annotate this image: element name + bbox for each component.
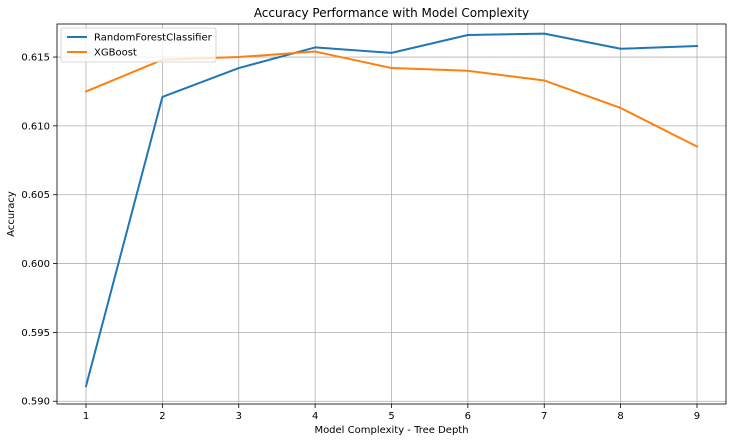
x-tick-label: 4 xyxy=(312,411,318,422)
y-axis-ticks: 0.590 0.595 0.600 0.605 0.610 0.615 xyxy=(21,53,57,408)
y-tick-label: 0.605 xyxy=(21,190,50,201)
legend-label-xgboost: XGBoost xyxy=(94,48,137,59)
y-axis-label: Accuracy xyxy=(6,191,17,237)
x-tick-label: 6 xyxy=(465,411,471,422)
x-axis-ticks: 1 2 3 4 5 6 7 8 9 xyxy=(83,404,700,422)
x-tick-label: 2 xyxy=(159,411,165,422)
y-tick-label: 0.615 xyxy=(21,53,50,64)
chart-title: Accuracy Performance with Model Complexi… xyxy=(254,6,529,20)
legend-label-randomforestclassifier: RandomForestClassifier xyxy=(94,33,213,44)
grid-lines xyxy=(57,24,726,404)
y-tick-label: 0.600 xyxy=(21,259,50,270)
x-tick-label: 9 xyxy=(694,411,700,422)
series-line-randomforestclassifier xyxy=(84,32,699,388)
legend-box xyxy=(60,27,217,63)
x-tick-label: 8 xyxy=(617,411,623,422)
x-tick-label: 5 xyxy=(388,411,394,422)
x-tick-label: 1 xyxy=(83,411,89,422)
x-tick-label: 7 xyxy=(541,411,547,422)
legend: RandomForestClassifier XGBoost xyxy=(60,27,217,63)
x-tick-label: 3 xyxy=(236,411,242,422)
y-tick-label: 0.590 xyxy=(21,397,50,408)
y-tick-label: 0.610 xyxy=(21,121,50,132)
x-axis-label: Model Complexity - Tree Depth xyxy=(314,425,468,436)
y-tick-label: 0.595 xyxy=(21,328,50,339)
